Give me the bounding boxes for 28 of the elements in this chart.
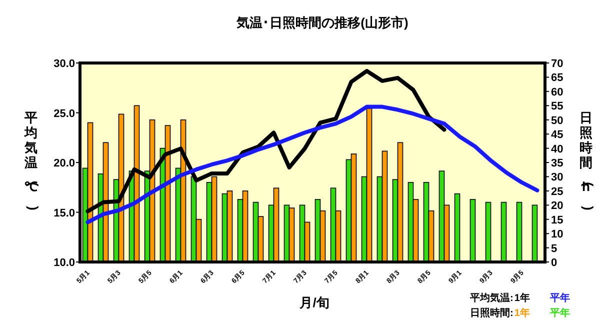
y-tick-label: 10.0 <box>54 257 75 269</box>
chart-title: 気温･日照時間の推移(山形市) <box>236 15 408 30</box>
y2-tick-label: 10 <box>551 228 564 241</box>
y2-tick-label: 25 <box>551 186 564 198</box>
y2-tick-label: 40 <box>551 143 564 156</box>
y2-tick-label: 30 <box>551 172 564 184</box>
y2-tick-label: 35 <box>551 158 564 170</box>
text: 1年 <box>514 307 530 319</box>
y2-tick-label: 65 <box>551 72 564 84</box>
y2-tick-label: 60 <box>551 86 564 98</box>
x-axis-title: 月/旬 <box>298 295 330 310</box>
legend: 日照時間: <box>470 308 514 319</box>
y-tick-label: 25.0 <box>54 108 75 120</box>
y2-tick-label: 55 <box>551 100 564 113</box>
text: 平年 <box>548 292 570 304</box>
y2-tick-label: 20 <box>551 200 564 212</box>
y2-tick-label: 50 <box>551 114 564 127</box>
y-tick-label: 15.0 <box>54 207 75 220</box>
y2-tick-label: 5 <box>551 242 558 255</box>
legend: 平均気温: <box>470 293 514 304</box>
y-tick-label: 30.0 <box>54 58 75 70</box>
y2-tick-label: 70 <box>551 58 564 70</box>
y2-tick-label: 45 <box>551 129 564 142</box>
text: 1年 <box>514 292 530 304</box>
y-tick-label: 20.0 <box>54 158 75 170</box>
y2-tick-label: 15 <box>551 214 564 226</box>
y2-tick-label: 0 <box>551 257 558 269</box>
text: 平年 <box>548 307 570 319</box>
